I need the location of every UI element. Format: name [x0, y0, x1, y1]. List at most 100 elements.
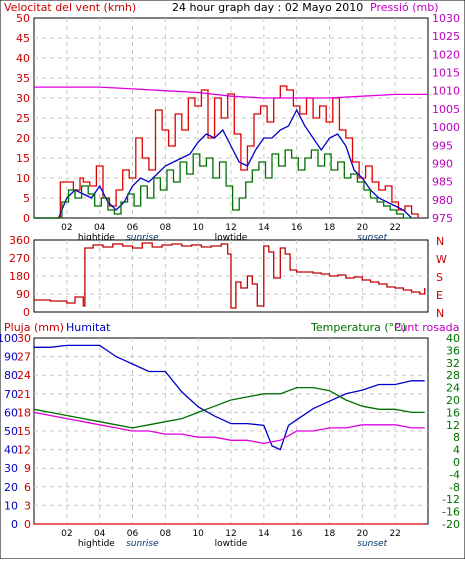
x-tick-label: 08	[160, 529, 172, 539]
x-tick-label: 10	[192, 529, 204, 539]
x-tick-label: 20	[357, 223, 369, 233]
rain-tick: 0	[24, 518, 31, 531]
x-tick-label: 18	[324, 223, 336, 233]
pressure-tick: 975	[432, 212, 453, 225]
pressure-tick: 1010	[432, 85, 460, 98]
x-tick-label: 18	[324, 529, 336, 539]
rain-tick: 27	[17, 351, 31, 364]
wind-speed-ticks: 0 5 10 15 20 25 30 35 40 45 50	[16, 12, 30, 225]
rain-tick: 3	[24, 499, 31, 512]
x-tick-label: 08	[160, 223, 172, 233]
dewpoint-axis-label: Punt rosada	[394, 321, 459, 334]
x-tick-label: 02	[61, 223, 72, 233]
humidity-tick: 70	[4, 388, 18, 401]
bottom-x-ticks: 02 04 06 08 10 12 14 16 18 20 22	[61, 529, 401, 539]
rain-axis-label: Pluja (mm)	[4, 321, 64, 334]
tide-sun-label: lowtide	[215, 233, 248, 243]
pressure-axis-label: Pressió (mb)	[370, 1, 439, 14]
x-tick-label: 12	[225, 529, 236, 539]
temperature-tick: 16	[446, 406, 460, 419]
direction-panel-grid	[34, 240, 428, 312]
wind-speed-tick: 25	[16, 112, 30, 125]
rain-ticks: 0 3 6 9 12 15 18 21 24 27 30	[17, 332, 31, 531]
x-tick-label: 06	[127, 529, 139, 539]
wind-speed-tick: 50	[16, 12, 30, 25]
temperature-tick: 8	[453, 431, 460, 444]
pressure-tick: 1015	[432, 67, 460, 80]
temperature-humidity-panel: Pluja (mm) Humitat Temperatura (°C) Punt…	[0, 321, 460, 549]
pressure-tick: 1030	[432, 12, 460, 25]
wind-speed-tick: 35	[16, 72, 30, 85]
pressure-tick: 1000	[432, 121, 460, 134]
wind-average-line	[34, 108, 413, 219]
tide-sun-label: sunrise	[126, 539, 159, 549]
pressure-tick: 1020	[432, 48, 460, 61]
x-tick-label: 12	[225, 223, 236, 233]
wind-speed-tick: 0	[23, 212, 30, 225]
direction-degree-tick: 90	[16, 288, 30, 301]
wind-speed-tick: 20	[16, 132, 30, 145]
pressure-tick: 1005	[432, 103, 460, 116]
top-tide-sun-labels: hightide sunrise lowtide sunset	[78, 233, 388, 243]
humidity-ticks: 0 10 20 30 40 50 60 70 80 90 100	[0, 332, 18, 531]
wind-speed-tick: 45	[16, 32, 30, 45]
wind-speed-tick: 10	[16, 172, 30, 185]
top-x-ticks: 02 04 06 08 10 12 14 16 18 20 22	[61, 223, 401, 233]
wind-speed-axis-label: Velocitat del vent (kmh)	[4, 1, 136, 14]
rain-tick: 18	[17, 406, 31, 419]
humidity-axis-label: Humitat	[66, 321, 111, 334]
x-tick-label: 02	[61, 529, 72, 539]
bottom-series-group	[33, 344, 425, 525]
compass-tick: E	[436, 289, 443, 302]
temperature-tick: 4	[453, 444, 460, 457]
rain-tick: 12	[17, 444, 31, 457]
pressure-tick: 995	[432, 139, 453, 152]
humidity-tick: 0	[11, 518, 18, 531]
temperature-tick: -16	[442, 506, 460, 519]
humidity-tick: 30	[4, 462, 18, 475]
temperature-tick: 36	[446, 344, 460, 357]
bottom-tide-sun-labels: hightide sunrise lowtide sunset	[78, 539, 388, 549]
x-tick-label: 04	[94, 223, 106, 233]
x-tick-label: 22	[389, 223, 400, 233]
mid-series-group	[34, 242, 426, 309]
x-tick-label: 04	[94, 529, 106, 539]
compass-tick: N	[436, 307, 444, 320]
pressure-tick: 990	[432, 157, 453, 170]
humidity-tick: 40	[4, 444, 18, 457]
temperature-tick: -12	[442, 493, 460, 506]
humidity-tick: 80	[4, 369, 18, 382]
humidity-tick: 50	[4, 425, 18, 438]
wind-speed-line	[34, 85, 419, 219]
direction-degree-tick: 180	[9, 270, 30, 283]
temp-panel-grid	[34, 338, 428, 524]
direction-degree-tick: 270	[9, 252, 30, 265]
tide-sun-label: sunset	[357, 539, 387, 549]
x-tick-label: 22	[389, 529, 400, 539]
humidity-tick: 10	[4, 499, 18, 512]
direction-degree-ticks: 0 90 180 270 360	[9, 234, 30, 319]
wind-speed-tick: 5	[23, 192, 30, 205]
compass-tick: W	[436, 253, 447, 266]
pressure-tick: 985	[432, 176, 453, 189]
wind-speed-tick: 40	[16, 52, 30, 65]
temperature-tick: 24	[446, 382, 460, 395]
dewpoint-line	[33, 411, 425, 445]
rain-tick: 30	[17, 332, 31, 345]
rain-tick: 21	[17, 388, 31, 401]
temperature-tick: 0	[453, 456, 460, 469]
temperature-tick: 12	[446, 419, 460, 432]
wind-speed-tick: 15	[16, 152, 30, 165]
humidity-tick: 100	[0, 332, 18, 345]
temperature-axis-label: Temperatura (°C)	[310, 321, 406, 334]
humidity-tick: 20	[4, 481, 18, 494]
wind-speed-tick: 30	[16, 92, 30, 105]
temperature-tick: 32	[446, 357, 460, 370]
rain-tick: 9	[24, 462, 31, 475]
humidity-tick: 90	[4, 351, 18, 364]
direction-degree-tick: 360	[9, 234, 30, 247]
